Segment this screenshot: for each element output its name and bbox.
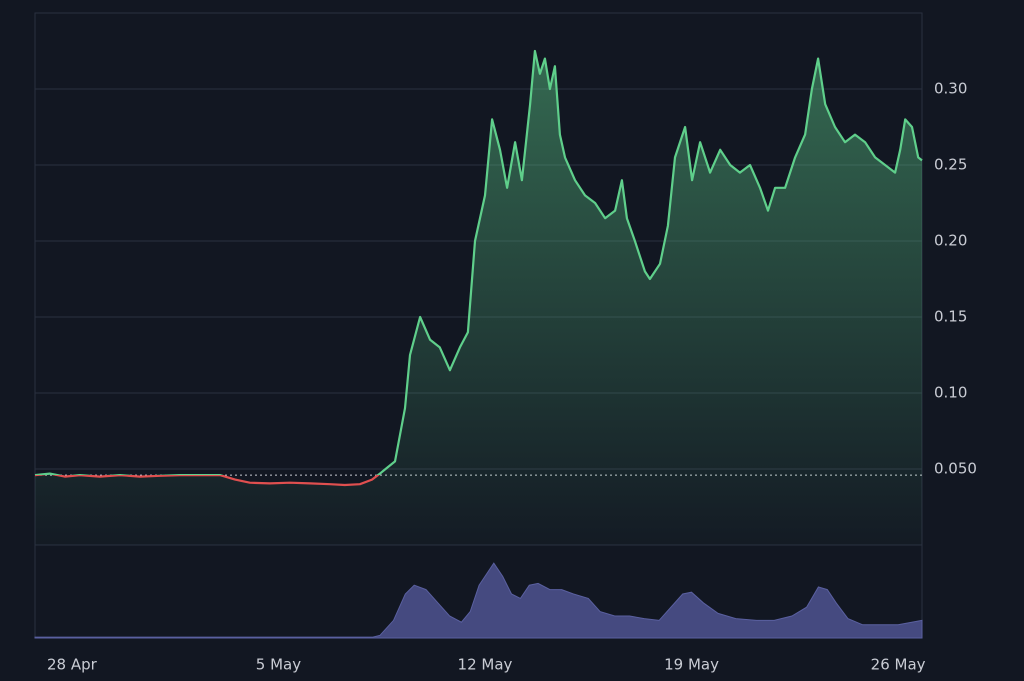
x-tick-label: 28 Apr: [47, 656, 98, 674]
x-tick-label: 12 May: [458, 656, 513, 674]
y-tick-label: 0.050: [934, 460, 977, 478]
x-tick-label: 26 May: [871, 656, 926, 674]
price-line: [34, 49, 923, 487]
y-tick-label: 0.10: [934, 384, 967, 402]
y-tick-label: 0.25: [934, 156, 967, 174]
y-tick-label: 0.20: [934, 232, 967, 250]
y-tick-label: 0.15: [934, 308, 967, 326]
y-tick-label: 0.30: [934, 80, 967, 98]
x-tick-label: 5 May: [256, 656, 301, 674]
x-tick-label: 19 May: [664, 656, 719, 674]
price-area: [35, 51, 922, 545]
volume-area: [34, 562, 923, 639]
